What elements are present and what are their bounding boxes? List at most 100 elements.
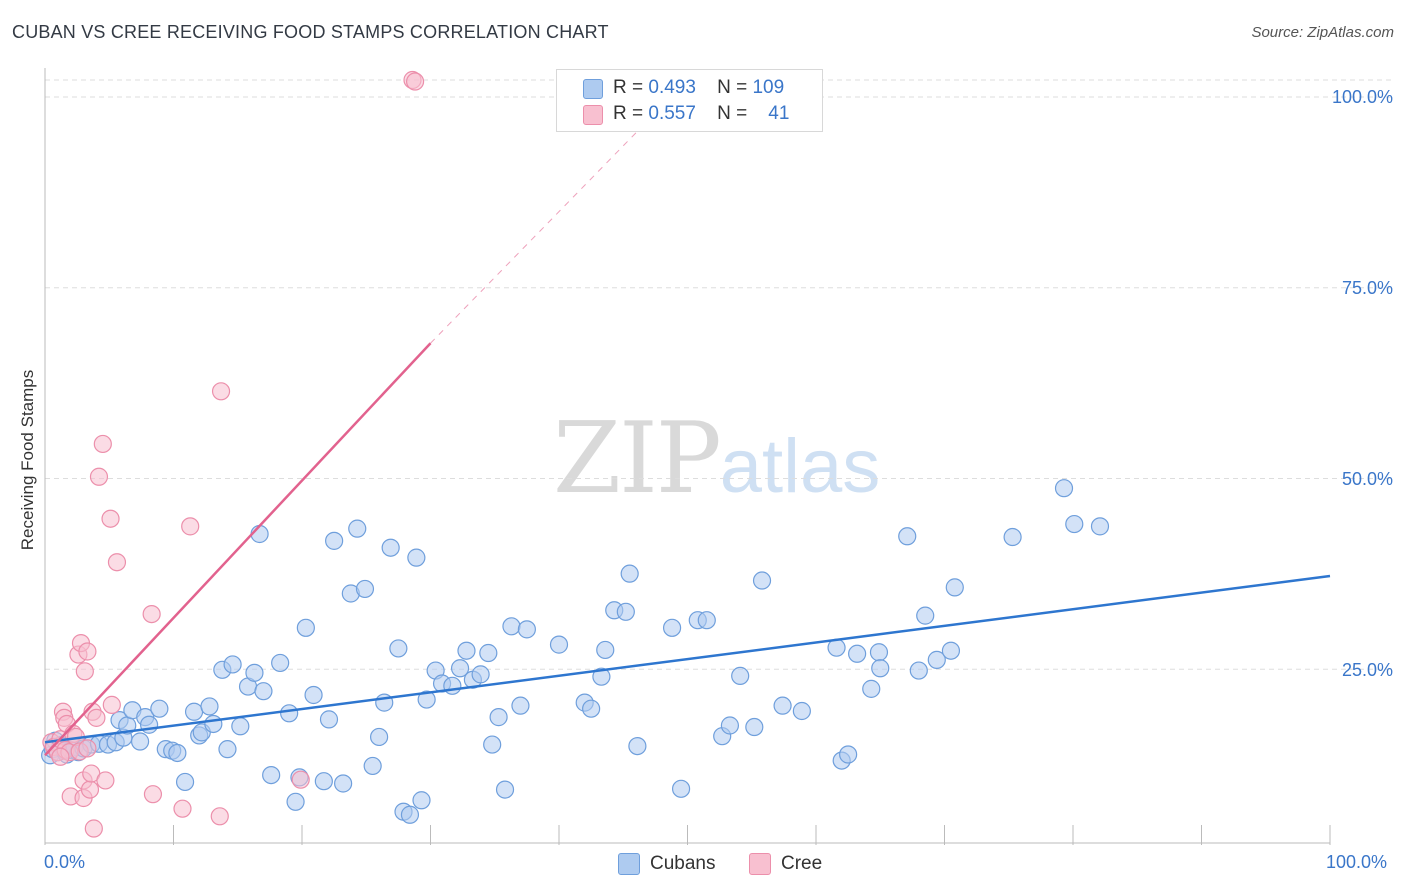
- cubans-point: [720, 716, 740, 735]
- cubans-point: [286, 792, 305, 811]
- cubans-point: [348, 519, 367, 538]
- cree-point: [405, 72, 425, 91]
- cubans-point: [231, 717, 250, 736]
- cubans-point: [407, 548, 426, 567]
- cree-point: [93, 434, 112, 454]
- cree-point: [291, 770, 310, 789]
- cubans-point: [400, 805, 420, 824]
- cubans-series: [41, 479, 1110, 824]
- r-value: 0.557: [648, 103, 696, 124]
- cubans-point: [616, 602, 635, 621]
- cree-point: [173, 799, 192, 818]
- cubans-point: [479, 643, 498, 663]
- cubans-legend-label: Cubans: [650, 853, 716, 874]
- cubans-point: [489, 708, 508, 727]
- cree-point: [211, 382, 231, 401]
- cubans-point: [355, 579, 375, 599]
- cubans-point: [848, 644, 867, 663]
- cubans-swatch: [583, 79, 603, 99]
- cubans-point: [314, 772, 333, 791]
- cree-point: [102, 695, 121, 714]
- cubans-point: [457, 641, 476, 660]
- cubans-point: [471, 665, 490, 684]
- watermark: ZIPatlas: [553, 402, 880, 516]
- cree-series: [42, 70, 425, 838]
- r-value: 0.493: [648, 77, 696, 98]
- cubans-point: [945, 578, 964, 597]
- cubans-point: [325, 531, 344, 550]
- y-tick-label: 25.0%: [1341, 660, 1393, 680]
- cree-point: [80, 780, 100, 799]
- cubans-legend-swatch: [618, 853, 640, 875]
- n-value: 41: [768, 103, 790, 124]
- r-label: R =: [613, 77, 644, 98]
- watermark-atlas: atlas: [719, 424, 881, 509]
- cubans-point: [363, 756, 382, 776]
- cubans-point: [417, 690, 436, 709]
- cubans-point: [150, 699, 169, 718]
- cubans-point: [304, 685, 323, 705]
- cree-point: [89, 467, 109, 486]
- cree-point: [51, 747, 70, 766]
- cubans-point: [168, 743, 187, 763]
- cubans-point: [175, 772, 195, 792]
- cree-point: [142, 604, 161, 624]
- cubans-point: [389, 639, 408, 658]
- n-label: N =: [717, 103, 748, 124]
- cubans-point: [450, 659, 470, 678]
- cubans-point: [671, 779, 691, 798]
- cubans-point: [839, 745, 858, 764]
- cubans-point: [223, 655, 242, 674]
- cubans-trend-line: [44, 574, 1331, 744]
- trend-lines: [44, 79, 1331, 757]
- cree-trend-extrapolated: [430, 79, 688, 344]
- cree-legend-swatch: [749, 853, 771, 875]
- cubans-point: [862, 679, 881, 698]
- x-tick-label: 0.0%: [44, 852, 86, 872]
- chart-title: CUBAN VS CREE RECEIVING FOOD STAMPS CORR…: [12, 22, 609, 42]
- cubans-point: [792, 701, 811, 721]
- cree-point: [78, 739, 97, 758]
- cubans-point: [549, 635, 569, 654]
- cree-trend-line: [44, 342, 432, 757]
- cree-point: [210, 807, 229, 826]
- cubans-point: [262, 765, 281, 785]
- cubans-point: [280, 704, 299, 723]
- cubans-point: [495, 780, 515, 799]
- cree-point: [181, 517, 200, 536]
- grid-lines: [45, 79, 1395, 670]
- cree-point: [78, 642, 97, 661]
- cubans-point: [271, 653, 290, 673]
- cubans-point: [443, 676, 462, 695]
- cree-point: [87, 708, 106, 727]
- cubans-point: [381, 538, 400, 557]
- cubans-point: [620, 564, 639, 583]
- cubans-point: [916, 606, 935, 625]
- cubans-point: [1003, 527, 1022, 547]
- cubans-point: [319, 710, 339, 729]
- cree-legend-label: Cree: [781, 853, 823, 874]
- cubans-point: [871, 659, 890, 678]
- cubans-point: [752, 571, 772, 590]
- cree-point: [107, 553, 127, 572]
- cree-point: [101, 509, 120, 528]
- cubans-point: [200, 697, 219, 716]
- cree-point: [96, 771, 115, 790]
- cubans-point: [511, 696, 530, 715]
- cubans-point: [592, 667, 611, 686]
- cubans-point: [483, 735, 502, 754]
- cubans-point: [731, 666, 750, 686]
- cubans-point: [1054, 479, 1074, 498]
- y-tick-label: 100.0%: [1331, 87, 1393, 107]
- cubans-point: [941, 641, 961, 660]
- cubans-point: [927, 650, 946, 669]
- cubans-point: [412, 791, 431, 810]
- cubans-point: [745, 717, 764, 737]
- cubans-point: [334, 774, 353, 793]
- cubans-point: [218, 740, 237, 759]
- cubans-point: [628, 736, 647, 756]
- cree-point: [84, 819, 103, 838]
- correlation-legend: R = 0.493 N = 109 R = 0.557 N = 41: [556, 69, 823, 132]
- y-tick-label: 50.0%: [1341, 469, 1393, 489]
- cubans-point: [245, 663, 264, 682]
